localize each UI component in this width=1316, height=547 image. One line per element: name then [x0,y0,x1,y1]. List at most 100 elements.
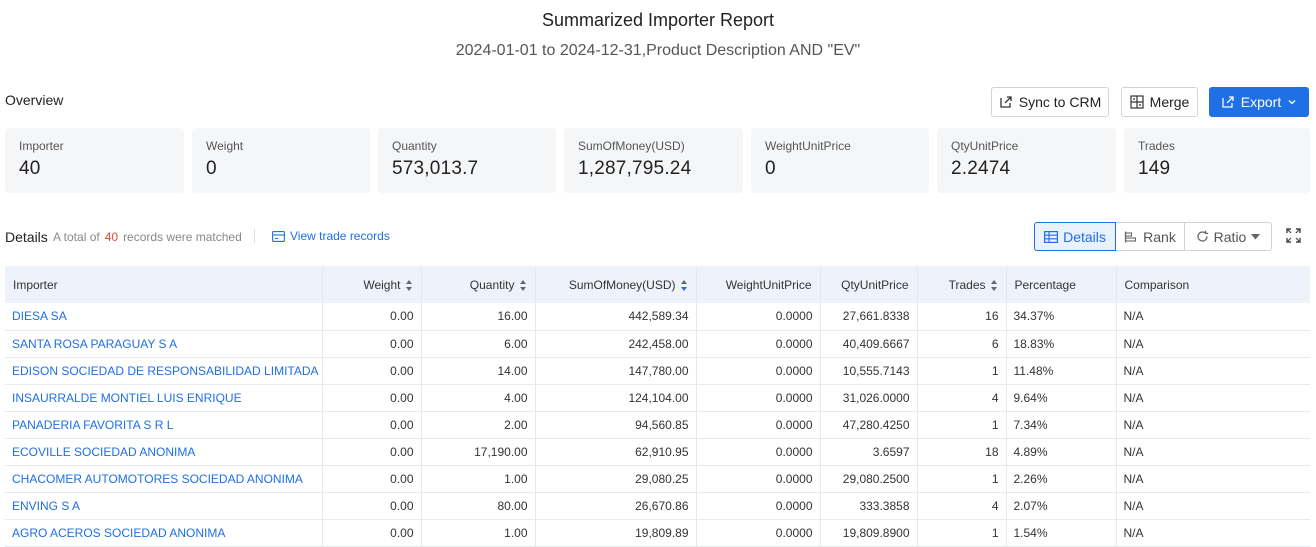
table-cell: 16.00 [421,303,536,331]
table-cell: 6.00 [421,330,536,358]
overview-heading: Overview [5,92,64,108]
stat-value: 0 [765,158,776,179]
table-cell: N/A [1116,384,1310,412]
sort-icon[interactable] [990,279,998,291]
caret-down-icon [1251,233,1261,239]
column-header-weight-unit-price: WeightUnitPrice [696,266,821,303]
stat-card-sum-of-money: SumOfMoney(USD) 1,287,795.24 [564,128,743,193]
table-row: SANTA ROSA PARAGUAY S A 0.00 6.00 242,458.0… [5,330,1310,358]
importer-link[interactable]: AGRO ACEROS SOCIEDAD ANONIMA [5,519,323,547]
table-row: INSAURRALDE MONTIEL LUIS ENRIQUE 0.00 4.00… [5,384,1310,412]
column-header-quantity[interactable]: Quantity [421,266,536,303]
table-cell: N/A [1116,519,1310,547]
stat-label: Importer [19,139,64,153]
table-cell: 147,780.00 [535,357,697,385]
column-header-trades[interactable]: Trades [917,266,1007,303]
view-details-tab[interactable]: Details [1034,222,1116,251]
importer-link[interactable]: ENVING S A [5,492,323,520]
report-title: Summarized Importer Report [541,10,775,30]
stat-value: 0 [206,158,217,179]
stat-value: 149 [1138,158,1171,179]
table-row: AGRO ACEROS SOCIEDAD ANONIMA 0.00 1.00 19,8… [5,519,1310,547]
view-rank-tab[interactable]: Rank [1116,222,1185,251]
records-suffix: records were matched [123,230,242,244]
table-cell: 0.0000 [696,519,821,547]
table-row: ECOVILLE SOCIEDAD ANONIMA 0.00 17,190.00 62… [5,438,1310,466]
table-cell: 0.00 [322,384,422,412]
card-icon [272,230,285,242]
table-cell: 29,080.25 [535,465,697,493]
column-header-sum-of-money[interactable]: SumOfMoney(USD) [535,266,697,303]
rank-bars-icon [1125,231,1137,242]
importer-link[interactable]: CHACOMER AUTOMOTORES SOCIEDAD ANONIMA [5,465,323,493]
view-trade-records-label: View trade records [290,229,390,243]
report-subtitle: 2024-01-01 to 2024-12-31,Product Descrip… [455,42,861,59]
table-cell: 242,458.00 [535,330,697,358]
table-cell: 11.48% [1006,357,1117,385]
stat-value: 40 [19,158,41,179]
view-ratio-tab[interactable]: Ratio [1185,222,1272,251]
stat-label: SumOfMoney(USD) [578,139,685,153]
table-cell: 7.34% [1006,411,1117,439]
table-icon [1044,230,1059,243]
table-cell: 16 [917,303,1007,331]
table-cell: 18.83% [1006,330,1117,358]
export-button[interactable]: Export [1209,87,1309,117]
table-cell: 6 [917,330,1007,358]
table-cell: 333.3858 [820,492,918,520]
merge-button[interactable]: Merge [1121,87,1198,117]
export-square-icon [1000,96,1012,108]
table-row: CHACOMER AUTOMOTORES SOCIEDAD ANONIMA 0.0… [5,465,1310,493]
importer-link[interactable]: ECOVILLE SOCIEDAD ANONIMA [5,438,323,466]
stat-card-importer: Importer 40 [5,128,184,193]
table-cell: 27,661.8338 [820,303,918,331]
table-cell: 1.54% [1006,519,1117,547]
table-header-row: Importer Weight Quantity SumOfMoney(USD)… [5,266,1310,303]
stat-card-trades: Trades 149 [1124,128,1310,193]
table-cell: 0.00 [322,465,422,493]
fullscreen-icon[interactable] [1286,228,1301,248]
table-cell: 14.00 [421,357,536,385]
column-header-importer: Importer [5,266,323,303]
table-cell: 1 [917,357,1007,385]
table-cell: 0.0000 [696,384,821,412]
divider [254,229,255,243]
view-trade-records-link[interactable]: View trade records [272,229,390,243]
stat-card-qty-unit-price: QtyUnitPrice 2.2474 [937,128,1116,193]
importer-link[interactable]: EDISON SOCIEDAD DE RESPONSABILIDAD LIMIT… [5,357,323,385]
merge-icon [1130,95,1144,109]
sort-icon[interactable] [519,279,527,291]
importer-link[interactable]: DIESA SA [5,303,323,331]
table-cell: 18 [917,438,1007,466]
column-header-weight[interactable]: Weight [322,266,422,303]
table-cell: 0.00 [322,303,422,331]
sort-icon[interactable] [405,279,413,291]
sync-to-crm-label: Sync to CRM [1018,94,1102,110]
sync-to-crm-button[interactable]: Sync to CRM [991,87,1109,117]
stat-label: WeightUnitPrice [765,139,851,153]
table-cell: 0.0000 [696,357,821,385]
table-cell: 4.89% [1006,438,1117,466]
table-cell: 124,104.00 [535,384,697,412]
importer-link[interactable]: INSAURRALDE MONTIEL LUIS ENRIQUE [5,384,323,412]
column-header-comparison: Comparison [1116,266,1310,303]
table-row: PANADERIA FAVORITA S R L 0.00 2.00 94,560.8… [5,411,1310,439]
importer-link[interactable]: PANADERIA FAVORITA S R L [5,411,323,439]
table-cell: 80.00 [421,492,536,520]
table-cell: N/A [1116,411,1310,439]
table-cell: N/A [1116,465,1310,493]
stat-value: 573,013.7 [392,158,479,179]
details-heading: Details [5,229,48,245]
table-cell: 0.0000 [696,492,821,520]
importer-link[interactable]: SANTA ROSA PARAGUAY S A [5,330,323,358]
table-cell: 0.0000 [696,438,821,466]
table-cell: 4.00 [421,384,536,412]
sort-icon[interactable] [680,279,688,291]
table-cell: 1.00 [421,465,536,493]
stat-label: QtyUnitPrice [951,139,1019,153]
table-row: DIESA SA 0.00 16.00 442,589.34 0.0000 27,661.… [5,303,1310,331]
table-cell: 10,555.7143 [820,357,918,385]
table-row: EDISON SOCIEDAD DE RESPONSABILIDAD LIMIT… [5,357,1310,385]
table-cell: 0.00 [322,519,422,547]
records-count: 40 [104,230,119,244]
